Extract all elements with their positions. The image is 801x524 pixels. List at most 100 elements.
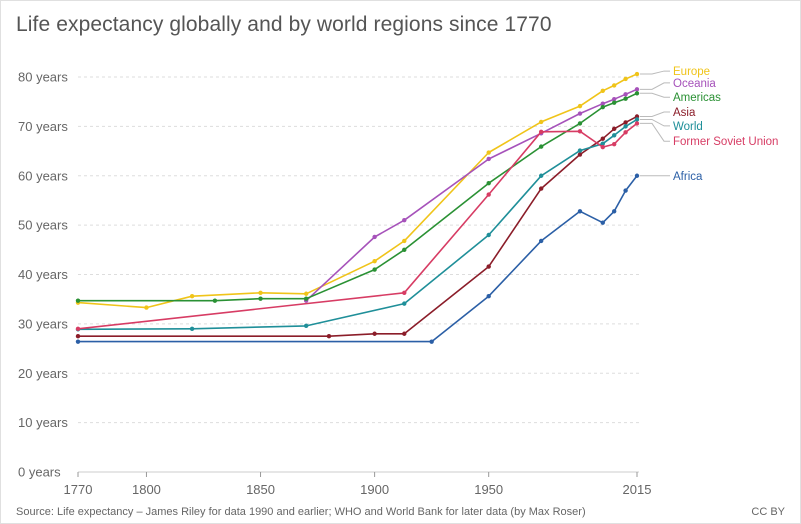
data-point-oceania[interactable] <box>402 217 407 223</box>
data-point-americas[interactable] <box>402 247 407 253</box>
data-point-americas[interactable] <box>372 267 377 272</box>
data-point-former-soviet-union[interactable] <box>402 290 407 295</box>
series-europe[interactable] <box>75 71 640 310</box>
data-point-oceania[interactable] <box>577 111 583 116</box>
data-point-africa[interactable] <box>634 173 640 178</box>
y-tick-label: 20 years <box>18 366 68 381</box>
data-point-world[interactable] <box>538 173 544 178</box>
data-point-former-soviet-union[interactable] <box>75 326 81 332</box>
data-point-asia[interactable] <box>611 126 617 132</box>
legend-label-asia[interactable]: Asia <box>673 107 696 119</box>
data-point-europe[interactable] <box>303 291 309 296</box>
data-point-africa[interactable] <box>600 220 605 225</box>
data-point-former-soviet-union[interactable] <box>623 130 628 135</box>
data-point-americas[interactable] <box>623 96 628 101</box>
chart-title: Life expectancy globally and by world re… <box>16 13 552 36</box>
data-point-asia[interactable] <box>75 334 81 339</box>
legend-label-americas[interactable]: Americas <box>673 92 721 104</box>
data-point-africa[interactable] <box>486 294 491 299</box>
data-point-asia[interactable] <box>326 334 332 339</box>
data-point-europe[interactable] <box>623 76 628 82</box>
legend-connector-former-soviet-union <box>640 122 670 142</box>
data-point-oceania[interactable] <box>600 101 605 106</box>
data-point-europe[interactable] <box>577 103 583 109</box>
series-former-soviet-union[interactable] <box>75 121 640 332</box>
data-point-africa[interactable] <box>429 339 434 344</box>
data-point-asia[interactable] <box>372 331 377 336</box>
data-point-oceania[interactable] <box>486 156 491 162</box>
data-point-europe[interactable] <box>372 258 377 264</box>
y-tick-label: 70 years <box>18 119 68 134</box>
data-point-europe[interactable] <box>634 71 640 77</box>
data-point-former-soviet-union[interactable] <box>611 141 617 147</box>
data-point-europe[interactable] <box>600 88 605 94</box>
data-point-oceania[interactable] <box>611 97 617 102</box>
series-americas[interactable] <box>75 91 640 303</box>
y-tick-label: 50 years <box>18 218 68 233</box>
data-point-americas[interactable] <box>538 144 544 149</box>
data-point-world[interactable] <box>189 326 195 332</box>
data-point-oceania[interactable] <box>634 87 640 92</box>
legend-label-africa[interactable]: Africa <box>673 171 703 183</box>
data-point-americas[interactable] <box>212 298 218 303</box>
data-point-asia[interactable] <box>538 186 544 191</box>
data-point-former-soviet-union[interactable] <box>600 144 605 150</box>
data-point-asia[interactable] <box>577 152 583 157</box>
data-point-oceania[interactable] <box>372 234 377 240</box>
data-point-europe[interactable] <box>144 305 149 310</box>
data-point-former-soviet-union[interactable] <box>577 129 583 134</box>
data-point-europe[interactable] <box>258 290 263 295</box>
legend-label-world[interactable]: World <box>673 121 703 133</box>
data-point-americas[interactable] <box>486 180 491 186</box>
series-asia[interactable] <box>75 114 640 339</box>
data-point-africa[interactable] <box>75 339 81 344</box>
series-africa[interactable] <box>75 173 640 344</box>
data-point-americas[interactable] <box>611 100 617 105</box>
series-line-europe[interactable] <box>77 73 638 309</box>
data-point-oceania[interactable] <box>623 92 628 97</box>
data-point-americas[interactable] <box>600 104 605 110</box>
data-point-europe[interactable] <box>611 83 617 88</box>
y-tick-label: 60 years <box>18 168 68 183</box>
data-point-former-soviet-union[interactable] <box>634 121 640 126</box>
data-point-africa[interactable] <box>577 209 583 214</box>
data-point-americas[interactable] <box>258 296 263 301</box>
data-point-asia[interactable] <box>402 331 407 336</box>
legend-label-former-soviet-union[interactable]: Former Soviet Union <box>673 136 778 148</box>
data-point-world[interactable] <box>577 148 583 153</box>
data-point-world[interactable] <box>600 141 605 146</box>
license-label[interactable]: CC BY <box>751 506 785 518</box>
x-tick-label: 1950 <box>474 482 503 497</box>
data-point-africa[interactable] <box>623 188 628 193</box>
data-point-europe[interactable] <box>189 294 195 299</box>
series-line-africa[interactable] <box>78 175 638 343</box>
series-line-former-soviet-union[interactable] <box>77 122 638 330</box>
data-point-asia[interactable] <box>623 120 628 125</box>
data-point-americas[interactable] <box>303 296 309 301</box>
data-point-africa[interactable] <box>538 238 544 244</box>
data-point-asia[interactable] <box>600 136 605 141</box>
data-point-europe[interactable] <box>486 150 491 155</box>
data-point-americas[interactable] <box>75 298 81 303</box>
data-point-americas[interactable] <box>634 91 640 96</box>
data-point-former-soviet-union[interactable] <box>486 192 491 197</box>
data-point-europe[interactable] <box>402 238 407 244</box>
legend-label-europe[interactable]: Europe <box>673 66 710 78</box>
data-point-americas[interactable] <box>577 121 583 126</box>
data-point-europe[interactable] <box>538 119 544 125</box>
data-point-world[interactable] <box>611 133 617 138</box>
data-point-world[interactable] <box>634 117 640 122</box>
data-point-world[interactable] <box>623 124 628 129</box>
data-point-world[interactable] <box>402 301 407 306</box>
legend-label-oceania[interactable]: Oceania <box>673 78 716 90</box>
data-point-asia[interactable] <box>486 264 491 269</box>
data-point-world[interactable] <box>303 323 309 329</box>
series-world[interactable] <box>75 117 640 332</box>
data-point-world[interactable] <box>486 232 491 238</box>
x-tick-label: 2015 <box>623 482 652 497</box>
data-point-former-soviet-union[interactable] <box>538 129 544 135</box>
series-line-oceania[interactable] <box>305 88 638 302</box>
data-point-africa[interactable] <box>611 209 617 214</box>
